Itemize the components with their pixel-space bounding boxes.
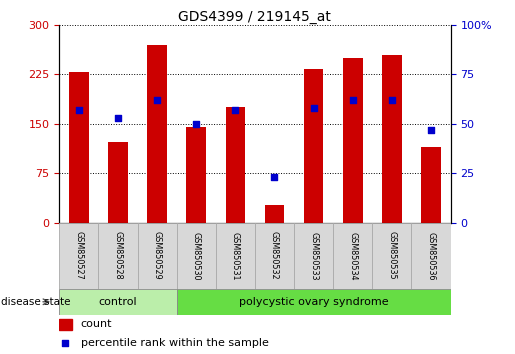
Text: polycystic ovary syndrome: polycystic ovary syndrome: [239, 297, 388, 307]
Point: [427, 127, 435, 133]
FancyBboxPatch shape: [59, 289, 177, 315]
Bar: [421, 147, 441, 223]
Text: percentile rank within the sample: percentile rank within the sample: [81, 338, 269, 348]
FancyBboxPatch shape: [411, 223, 451, 289]
Text: GSM850535: GSM850535: [387, 232, 397, 280]
FancyBboxPatch shape: [177, 223, 216, 289]
FancyBboxPatch shape: [59, 223, 98, 289]
FancyBboxPatch shape: [333, 223, 372, 289]
FancyBboxPatch shape: [216, 223, 255, 289]
Text: GSM850528: GSM850528: [113, 232, 123, 280]
FancyBboxPatch shape: [177, 289, 451, 315]
Bar: [59, 319, 72, 330]
Text: GSM850529: GSM850529: [152, 232, 162, 280]
FancyBboxPatch shape: [98, 223, 138, 289]
Text: GSM850527: GSM850527: [74, 232, 83, 280]
Bar: [265, 205, 284, 223]
Point: [270, 175, 279, 180]
Text: GSM850530: GSM850530: [192, 232, 201, 280]
Text: GSM850532: GSM850532: [270, 232, 279, 280]
Text: count: count: [81, 319, 112, 329]
Text: control: control: [99, 297, 137, 307]
Bar: [226, 107, 245, 223]
Point: [61, 340, 70, 346]
FancyBboxPatch shape: [255, 223, 294, 289]
Point: [388, 97, 396, 103]
Point: [75, 107, 83, 113]
Bar: [382, 55, 402, 223]
Title: GDS4399 / 219145_at: GDS4399 / 219145_at: [179, 10, 331, 24]
Text: GSM850534: GSM850534: [348, 232, 357, 280]
Bar: [343, 58, 363, 223]
Point: [153, 97, 161, 103]
Point: [231, 107, 239, 113]
Point: [192, 121, 200, 127]
Bar: [69, 72, 89, 223]
FancyBboxPatch shape: [294, 223, 333, 289]
Text: GSM850536: GSM850536: [426, 232, 436, 280]
Text: disease state: disease state: [1, 297, 71, 307]
Bar: [147, 45, 167, 223]
Point: [349, 97, 357, 103]
Bar: [304, 69, 323, 223]
Text: GSM850533: GSM850533: [309, 232, 318, 280]
FancyBboxPatch shape: [372, 223, 411, 289]
FancyBboxPatch shape: [138, 223, 177, 289]
Point: [114, 115, 122, 121]
Bar: [108, 142, 128, 223]
Text: GSM850531: GSM850531: [231, 232, 240, 280]
Point: [310, 105, 318, 111]
Bar: [186, 127, 206, 223]
